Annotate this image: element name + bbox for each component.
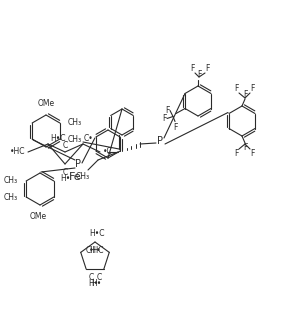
Text: H•: H• xyxy=(60,174,70,183)
Text: CH₃: CH₃ xyxy=(68,135,82,144)
Text: F: F xyxy=(243,143,247,152)
Text: H•C: H•C xyxy=(50,134,66,143)
Text: F: F xyxy=(235,84,239,93)
Text: OMe: OMe xyxy=(37,99,54,108)
Text: •HC: •HC xyxy=(89,246,104,255)
Text: P: P xyxy=(75,159,81,169)
Text: F: F xyxy=(197,70,201,79)
Text: F: F xyxy=(250,84,255,93)
Text: F: F xyxy=(191,64,195,73)
Text: H•C: H•C xyxy=(89,229,105,238)
Text: F: F xyxy=(205,64,209,73)
Text: C: C xyxy=(88,273,93,282)
Text: F: F xyxy=(243,90,247,99)
Text: F: F xyxy=(166,106,170,115)
Text: •HC: •HC xyxy=(9,147,25,157)
Text: C: C xyxy=(97,273,102,282)
Text: H•: H• xyxy=(88,279,98,288)
Text: F: F xyxy=(173,122,177,131)
Text: C: C xyxy=(62,141,68,150)
Text: P: P xyxy=(157,136,163,146)
Text: F: F xyxy=(250,149,255,158)
Text: Fe: Fe xyxy=(69,172,81,182)
Text: C•: C• xyxy=(84,134,94,143)
Text: F: F xyxy=(163,114,167,123)
Text: F: F xyxy=(235,149,239,158)
Text: CH₃: CH₃ xyxy=(4,176,18,185)
Text: CH•: CH• xyxy=(86,246,101,255)
Text: H•: H• xyxy=(91,279,102,288)
Text: •C: •C xyxy=(103,147,113,157)
Text: OMe: OMe xyxy=(29,212,46,221)
Text: C: C xyxy=(62,168,68,177)
Text: CH₃: CH₃ xyxy=(68,118,82,127)
Text: CH₃: CH₃ xyxy=(4,193,18,202)
Text: CH₃: CH₃ xyxy=(76,172,90,181)
